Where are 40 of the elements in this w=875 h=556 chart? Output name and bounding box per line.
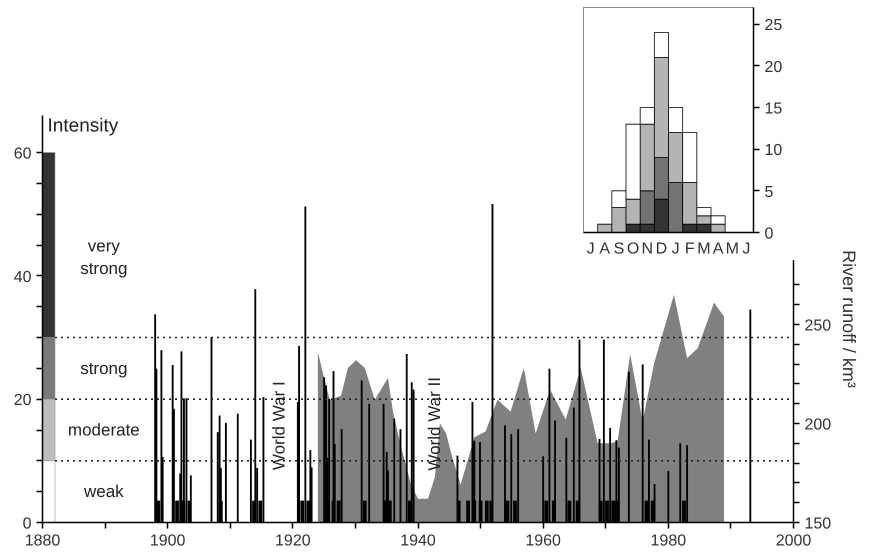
annotation: weak <box>82 482 124 502</box>
y-tick-label: 15 <box>764 100 782 118</box>
x-tick-label: A <box>599 240 610 258</box>
x-tick-label: S <box>614 240 624 258</box>
x-tick-label: D <box>656 240 668 258</box>
x-tick-label: M <box>726 240 739 258</box>
x-tick-label: J <box>672 240 680 258</box>
y-tick-label: 60 <box>14 146 32 162</box>
x-tick-label: O <box>626 240 640 258</box>
y2-tick-label: 250 <box>804 317 832 334</box>
y-tick-label: 0 <box>764 226 774 242</box>
x-tick-label: M <box>697 240 711 258</box>
x-tick-label: 1920 <box>275 532 311 550</box>
x-tick-label: 1900 <box>150 532 186 550</box>
y2-axis-title: River runoff / km³ <box>839 250 860 388</box>
annotation: very strong <box>80 236 128 278</box>
x-tick-label: N <box>641 240 654 258</box>
annotation: strong <box>80 358 128 378</box>
annotation: moderate <box>68 420 140 440</box>
x-tick-label: A <box>712 240 724 258</box>
y2-tick-label: 200 <box>804 416 832 434</box>
y2-tick-label: 150 <box>804 516 832 532</box>
x-tick-label: J <box>586 240 595 258</box>
x-tick-label: 1960 <box>525 532 562 550</box>
annotation: World War II <box>424 377 444 471</box>
x-tick-label: F <box>684 240 695 258</box>
y-tick-label: 20 <box>764 58 782 76</box>
x-tick-label: 1880 <box>24 532 60 550</box>
annotation: Intensity <box>48 116 119 136</box>
y-tick-label: 0 <box>22 516 32 532</box>
x-tick-label: 1980 <box>650 532 686 550</box>
y-tick-label: 20 <box>14 392 32 410</box>
y-tick-label: 10 <box>764 142 782 160</box>
y-tick-label: 5 <box>764 184 774 201</box>
x-tick-label: J <box>742 240 750 258</box>
annotation: World War I <box>270 381 289 470</box>
y-tick-label: 25 <box>764 17 782 34</box>
x-tick-label: 1940 <box>400 532 436 550</box>
y-tick-label: 40 <box>14 268 32 286</box>
x-tick-label: 2000 <box>776 532 812 550</box>
